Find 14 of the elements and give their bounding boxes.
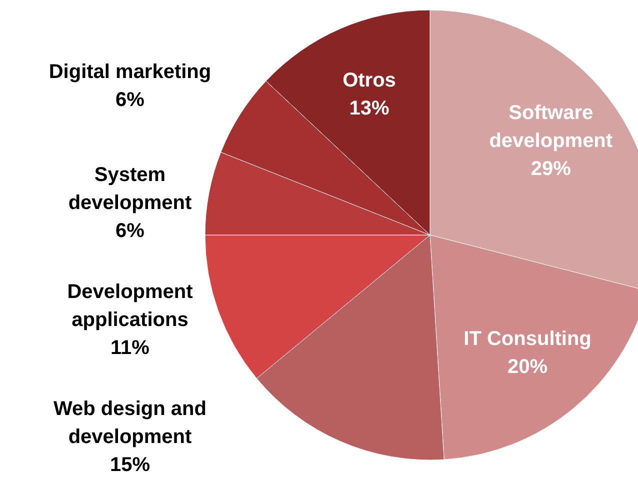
slice-label: Digital marketing (48, 61, 212, 83)
slice-label: Web design and development (54, 398, 206, 448)
slice-label: System development (68, 164, 192, 214)
slice-label: Development applications (67, 281, 194, 331)
data-label: 13% (349, 98, 390, 120)
data-label: 15% (110, 454, 150, 476)
data-label: 29% (530, 158, 572, 180)
data-label: 20% (508, 356, 548, 378)
data-label: 11% (110, 337, 150, 359)
slice-label: IT Consulting (464, 328, 592, 350)
data-label: 6% (116, 89, 145, 111)
data-label: 6% (116, 220, 145, 242)
slice-label: Otros (342, 70, 396, 92)
slice-label: Software development (489, 102, 613, 152)
